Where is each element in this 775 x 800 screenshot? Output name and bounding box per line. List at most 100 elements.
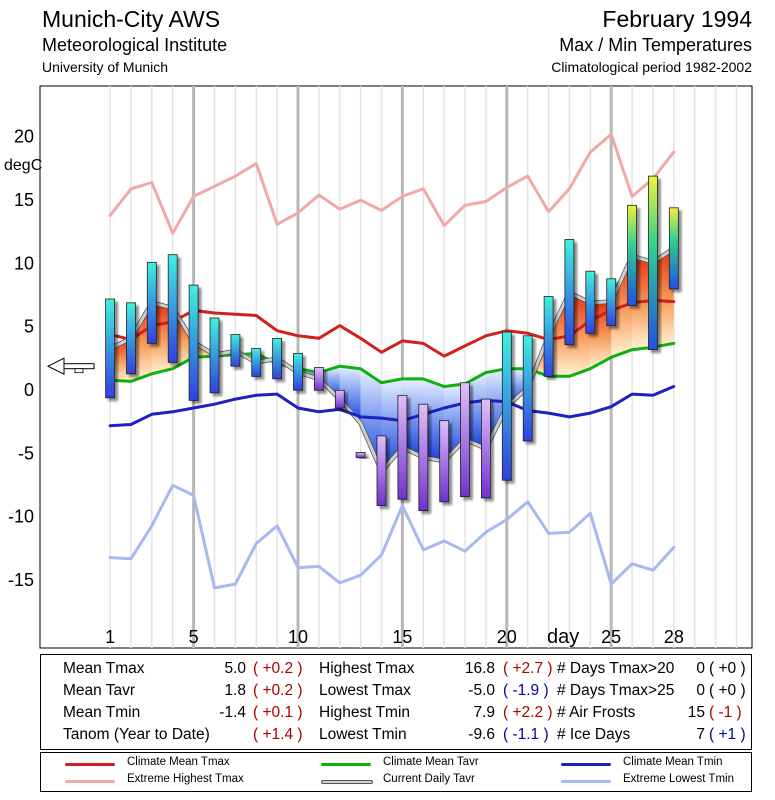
- stat-anomaly: ( +0.1 ): [253, 704, 303, 721]
- cold-anomaly-area: [339, 366, 361, 424]
- arrow-shaft: [63, 363, 95, 370]
- y-tick-label: 0: [24, 380, 34, 400]
- stat-anomaly: ( +1.4 ): [253, 726, 303, 743]
- month-title: February 1994: [602, 6, 752, 32]
- stat-anomaly: ( +0 ): [709, 660, 746, 677]
- climate-mean-tmin-line: [108, 385, 676, 428]
- daily-temperature-bar: [418, 403, 429, 512]
- daily-temperature-bar: [376, 435, 387, 506]
- y-tick-label: -10: [8, 507, 34, 527]
- stat-label: # Days Tmax>20: [557, 660, 675, 677]
- stat-label: Lowest Tmax: [319, 682, 411, 699]
- daily-temperature-bar: [334, 389, 345, 409]
- daily-bars: [105, 175, 679, 512]
- legend-swatch: [561, 780, 611, 783]
- cold-anomaly-area: [318, 366, 340, 400]
- series-lines: [108, 132, 676, 590]
- daily-temperature-bar: [293, 353, 303, 391]
- extreme-highest-tmax-line: [108, 132, 676, 235]
- stat-label: # Air Frosts: [557, 704, 636, 721]
- daily-temperature-bar: [480, 398, 491, 499]
- x-tick-label: 15: [392, 627, 412, 647]
- warm-anomaly-area: [131, 302, 152, 382]
- stat-anomaly: ( +1 ): [709, 726, 746, 743]
- stat-anomaly: ( -1 ): [709, 704, 742, 721]
- daily-temperature-bar: [126, 302, 136, 375]
- daily-temperature-bar: [167, 254, 178, 363]
- stat-value: -9.6: [468, 726, 495, 743]
- stat-value: 16.8: [464, 660, 495, 677]
- warm-anomaly-area: [569, 292, 591, 377]
- daily-temperature-bar: [209, 317, 220, 394]
- cold-anomaly-area: [423, 378, 445, 462]
- stat-label: Tanom (Year to Date): [63, 726, 210, 743]
- warm-anomaly-area: [548, 292, 570, 377]
- stats-column-means: Mean Tmax 5.0 ( +0.2 ) Mean Tavr 1.8 ( +…: [63, 660, 303, 748]
- daily-temperature-bar: [460, 382, 470, 498]
- daily-temperature-bar: [501, 331, 512, 481]
- stat-label: Mean Tmin: [63, 704, 141, 721]
- daily-temperature-bar: [564, 239, 575, 346]
- current-daily-tavr-line: [108, 246, 676, 473]
- y-tick-label: 20: [14, 127, 34, 147]
- climate-period: Climatological period 1982-2002: [551, 59, 752, 75]
- daily-temperature-bar: [627, 204, 637, 306]
- stat-value: 0: [696, 682, 705, 699]
- cold-anomaly-area: [360, 368, 382, 472]
- stat-anomaly: ( +2.2 ): [503, 704, 553, 721]
- stat-value: 0: [696, 660, 705, 677]
- cold-anomaly-area: [506, 368, 528, 407]
- y-tick-label: -15: [8, 570, 34, 590]
- mean-tavr-arrow-icon: [46, 357, 95, 376]
- daily-temperature-bar: [230, 334, 241, 367]
- legend-label: Extreme Highest Tmax: [127, 773, 244, 785]
- stat-value: 7.9: [473, 704, 495, 721]
- daily-temperature-bar: [397, 394, 408, 500]
- legend-swatch: [65, 780, 115, 783]
- x-axis: 1 5 10 15 20 25 28: [105, 627, 684, 647]
- daily-temperature-bar: [522, 335, 533, 442]
- legend-label: Current Daily Tavr: [383, 773, 475, 785]
- stat-anomaly: ( +0 ): [709, 682, 746, 699]
- daily-temperature-bar: [585, 270, 596, 334]
- daily-temperature-bar: [439, 420, 450, 503]
- stat-label: Mean Tmax: [63, 660, 145, 677]
- cold-anomaly-area: [381, 378, 403, 472]
- x-tick-label: 10: [288, 627, 308, 647]
- stat-label: # Days Tmax>25: [557, 682, 675, 699]
- stat-value: -5.0: [468, 682, 495, 699]
- x-tick-label: 28: [664, 627, 684, 647]
- stat-anomaly: ( -1.1 ): [503, 726, 549, 743]
- stat-label: Highest Tmax: [319, 660, 415, 677]
- stat-value: 1.8: [224, 682, 246, 699]
- daily-temperature-bar: [355, 451, 366, 458]
- legend-swatch: [561, 763, 611, 766]
- warm-anomaly-area: [151, 302, 173, 374]
- x-tick-label: 20: [497, 627, 517, 647]
- chart-legend: Climate Mean Tmax Extreme Highest Tmax C…: [40, 752, 752, 792]
- legend-label: Extreme Lowest Tmin: [623, 773, 734, 785]
- warm-anomaly-area: [172, 307, 194, 369]
- warm-anomaly-area: [653, 248, 674, 348]
- cold-anomaly-area: [465, 372, 486, 449]
- climate-mean-tmax-line: [108, 298, 676, 358]
- statistics-panel: Mean Tmax 5.0 ( +0.2 ) Mean Tavr 1.8 ( +…: [40, 654, 752, 750]
- stat-value: 7: [696, 726, 705, 743]
- university-name: University of Munich: [42, 59, 169, 75]
- legend-label: Climate Mean Tmin: [623, 756, 723, 768]
- daily-temperature-bar: [543, 296, 554, 377]
- daily-temperature-bar: [648, 175, 658, 351]
- y-tick-label: 5: [24, 317, 34, 337]
- stat-label: Highest Tmin: [319, 704, 411, 721]
- legend-swatch: [321, 763, 371, 766]
- stat-value: 5.0: [224, 660, 246, 677]
- y-tick-label: -5: [18, 443, 34, 463]
- daily-temperature-bar: [313, 367, 324, 391]
- legend-swatch: [65, 763, 115, 766]
- daily-temperature-bar: [105, 298, 115, 399]
- legend-label: Climate Mean Tmax: [127, 756, 230, 768]
- stats-column-counts: # Days Tmax>20 0 ( +0 ) # Days Tmax>25 0…: [557, 660, 749, 748]
- daily-temperature-bar: [606, 278, 617, 327]
- daily-temperature-bar: [251, 348, 262, 377]
